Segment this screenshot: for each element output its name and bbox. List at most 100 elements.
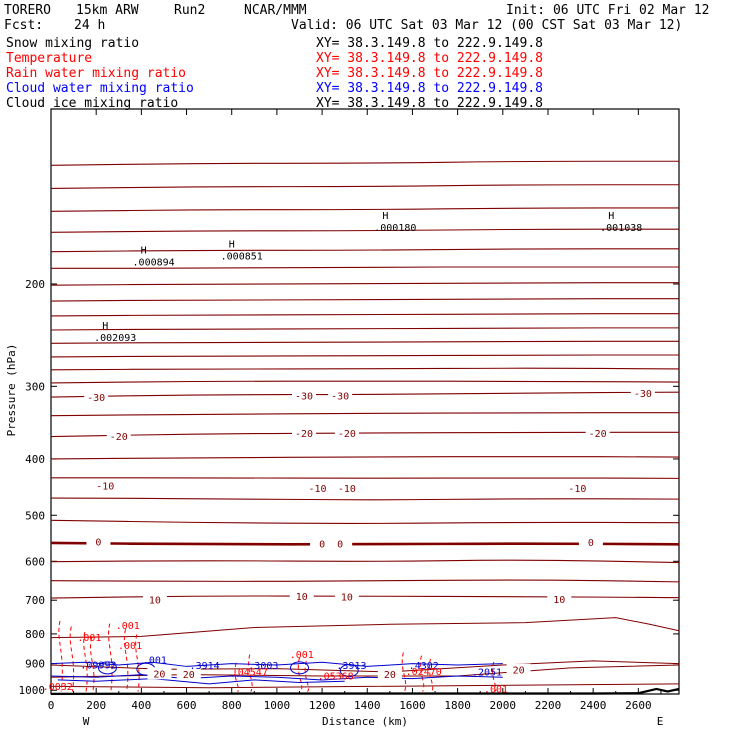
contour-label-bg	[93, 479, 118, 492]
cloud-water-cell	[97, 661, 117, 675]
contour-label-bg	[578, 536, 603, 549]
x-tick-label: 2600	[625, 699, 652, 712]
hydrometeor-contour-label: .0032	[43, 682, 73, 693]
temperature-contour-label: -20	[295, 429, 313, 440]
temperature-contour-line	[50, 354, 679, 358]
temperature-contour-label: -30	[634, 389, 652, 400]
cloud-water-cell	[339, 664, 359, 678]
temperature-contour-label: -10	[309, 484, 327, 495]
temperature-contour-line	[50, 519, 680, 524]
hydrometeor-contour-label: .05368	[318, 671, 354, 682]
cloud-water-contour-line	[50, 661, 503, 667]
contour-label-bg	[334, 590, 359, 603]
high-marker-value: .000851	[221, 252, 263, 263]
contour-label-bg	[292, 427, 317, 440]
temperature-contour-line	[50, 431, 679, 438]
x-tick-label: 1000	[264, 699, 291, 712]
temperature-contour-label: -10	[568, 484, 586, 495]
hydrometeor-contour-label: .2051	[472, 667, 502, 678]
legend-name-snow: Snow mixing ratio	[6, 36, 139, 51]
legend-xy-snow: XY= 38.3.149.8 to 222.9.149.8	[316, 36, 543, 51]
contour-label-bg	[142, 593, 167, 606]
hydrometeor-contour-label: .001	[143, 656, 167, 667]
temperature-contour-label: 10	[296, 592, 308, 603]
high-marker: H	[229, 240, 235, 251]
x-tick-label: 1400	[354, 699, 381, 712]
legend-name-rain: Rain water mixing ratio	[6, 66, 186, 81]
hydrometeor-contour-label: .4302	[409, 661, 439, 672]
hydrometeor-contour-label: .3913	[336, 661, 366, 672]
contour-label-bg	[176, 667, 201, 680]
init-time: Init: 06 UTC Fri 02 Mar 12	[506, 3, 710, 18]
rain-contour-line	[304, 660, 309, 692]
x-tick-label: 2000	[490, 699, 517, 712]
temperature-contour-line	[50, 340, 679, 344]
legend-xy-cloud-ice: XY= 38.3.149.8 to 222.9.149.8	[316, 96, 543, 111]
temperature-contour-label: 0	[319, 539, 325, 550]
temperature-contour-line	[50, 298, 679, 302]
temperature-contour-line	[50, 327, 679, 331]
temperature-contour-line	[50, 559, 680, 564]
hydrometeor-contour-label: .001	[116, 621, 140, 632]
model-resolution: 15km ARW	[76, 3, 139, 18]
x-tick-label: 400	[131, 699, 151, 712]
rain-contour-line	[108, 623, 113, 692]
hydrometeor-contour-label: .3914	[190, 661, 220, 672]
rain-contour-line	[90, 637, 95, 692]
contour-label-bg	[506, 663, 531, 676]
hydrometeor-contour-label: .04547	[232, 667, 268, 678]
rain-contour-line	[248, 654, 253, 692]
x-tick-label: 2200	[535, 699, 562, 712]
temperature-contour-label: 10	[149, 595, 161, 606]
contour-label-bg	[334, 482, 359, 495]
run-label: Run2	[174, 3, 205, 18]
contour-label-bg	[334, 427, 359, 440]
rain-contour-line	[419, 655, 425, 692]
legend-name-cloud-ice: Cloud ice mixing ratio	[6, 96, 178, 111]
temperature-contour-line	[51, 477, 680, 479]
x-tick-label: 600	[177, 699, 197, 712]
axis-ticks: 0 200 400 600 800 1000 1200 1400 1600 1800 2000 220…	[19, 109, 679, 712]
temperature-contour-line	[50, 617, 680, 639]
y-tick-label: 500	[25, 509, 45, 522]
hydrometeor-contour-label: .3003	[248, 661, 278, 672]
center-label: NCAR/MMM	[244, 3, 307, 18]
temperature-contour-label: 20	[153, 669, 165, 680]
high-marker: H	[608, 211, 614, 222]
rain-contour-line	[123, 629, 129, 692]
hydrometeor-contour-label: .001	[484, 684, 508, 695]
rain-contour-line	[69, 626, 75, 692]
contour-label-bg	[106, 429, 131, 442]
temperature-contour-label: 10	[341, 593, 353, 604]
legend-xy-rain: XY= 38.3.149.8 to 222.9.149.8	[316, 66, 543, 81]
temperature-contour-label: -30	[87, 393, 105, 404]
temperature-contour-label: 20	[513, 666, 525, 677]
temperature-contour-line	[50, 380, 680, 384]
legend-name-cloud-water: Cloud water mixing ratio	[6, 81, 194, 96]
temperature-contour-line	[50, 282, 679, 286]
temperature-contour-line	[50, 412, 679, 417]
hydrometeor-contour-label: .001	[290, 650, 314, 661]
temperature-contour-label: -20	[338, 429, 356, 440]
hydrometeor-contour-label: .09992	[80, 661, 116, 672]
temperature-contour-label: 0	[588, 538, 594, 549]
temperature-contour-line	[50, 313, 679, 317]
contour-label-bg	[630, 386, 655, 399]
temperature-contour-line	[50, 683, 680, 689]
y-tick-label: 1000	[19, 684, 46, 697]
temperature-contour-label: -10	[338, 484, 356, 495]
contour-label-bg	[305, 482, 330, 495]
contour-label-bg	[328, 537, 353, 550]
contour-label-bg	[565, 482, 590, 495]
temperature-contour-line	[50, 184, 679, 190]
legend-xy-cloud-water: XY= 38.3.149.8 to 222.9.149.8	[316, 81, 543, 96]
hydrometeor-contour-label: .001	[118, 641, 142, 652]
temperature-contour-line	[50, 207, 679, 212]
rain-contour-line	[135, 634, 140, 692]
y-tick-label: 900	[25, 658, 45, 671]
y-tick-label: 200	[25, 278, 45, 291]
x-tick-label: 0	[48, 699, 55, 712]
rain-contour-line	[401, 652, 407, 692]
